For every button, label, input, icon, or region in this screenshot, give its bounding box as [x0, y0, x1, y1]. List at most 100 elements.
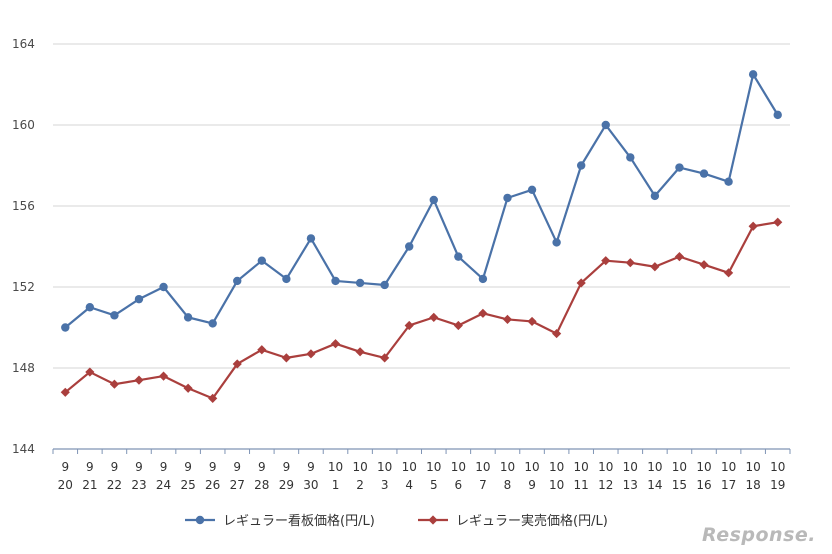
x-tick-label-day: 21: [82, 478, 97, 492]
x-tick-label-month: 9: [184, 460, 192, 474]
y-axis: 144 148 152 156 160 164: [12, 37, 35, 456]
x-tick-label-day: 6: [455, 478, 463, 492]
x-tick-label-month: 9: [283, 460, 291, 474]
x-tick-label-day: 18: [746, 478, 761, 492]
x-tick-label-day: 11: [574, 478, 589, 492]
data-point: [183, 383, 193, 393]
data-point: [650, 262, 660, 272]
legend-marker: [428, 515, 438, 525]
data-point: [723, 268, 734, 278]
data-point: [674, 252, 685, 262]
data-point: [85, 367, 95, 377]
data-point: [109, 379, 120, 389]
x-tick-label-day: 17: [721, 478, 736, 492]
x-tick-label-day: 13: [623, 478, 638, 492]
x-tick-label-month: 9: [258, 460, 266, 474]
data-point: [576, 278, 586, 288]
legend: レギュラー看板価格(円/L) レギュラー実売価格(円/L): [185, 513, 608, 529]
grid-lines: [53, 43, 790, 369]
x-tick-label-month: 10: [672, 460, 687, 474]
data-point: [331, 276, 340, 286]
data-point: [478, 308, 488, 318]
data-point: [454, 252, 463, 261]
y-tick-label: 164: [12, 37, 35, 51]
y-tick-label: 152: [12, 280, 35, 294]
data-point: [405, 242, 414, 251]
data-point: [257, 256, 267, 265]
x-tick-label-month: 9: [111, 460, 119, 474]
data-point: [159, 282, 168, 292]
x-tick-label-month: 10: [770, 460, 785, 474]
data-point: [306, 234, 316, 243]
data-point: [355, 278, 365, 288]
series-line: [64, 221, 778, 400]
x-tick-label-day: 27: [230, 478, 245, 492]
data-point: [601, 256, 611, 266]
data-point: [699, 169, 709, 178]
data-point: [355, 347, 365, 357]
data-point: [503, 193, 512, 203]
x-tick-label-day: 4: [405, 478, 413, 492]
x-tick-label-month: 10: [352, 460, 367, 474]
data-point: [748, 221, 758, 231]
y-tick-label: 160: [12, 118, 35, 132]
data-point: [626, 153, 635, 162]
data-point: [625, 258, 635, 268]
data-point: [478, 274, 488, 284]
data-point: [748, 70, 758, 79]
data-point: [429, 195, 438, 205]
x-tick-label-day: 28: [254, 478, 269, 492]
data-point: [650, 191, 660, 201]
x-tick-label-day: 1: [332, 478, 340, 492]
y-tick-label: 144: [12, 442, 35, 456]
x-tick-label-day: 22: [107, 478, 122, 492]
x-tick-label-day: 14: [647, 478, 662, 492]
data-point: [380, 280, 389, 290]
x-tick-label-month: 10: [647, 460, 662, 474]
legend-label: レギュラー実売価格(円/L): [456, 513, 608, 529]
data-point: [282, 274, 291, 284]
x-tick-label-month: 9: [209, 460, 217, 474]
data-point: [502, 314, 513, 324]
data-point: [208, 393, 218, 403]
data-point: [601, 120, 610, 130]
x-tick-label-month: 10: [328, 460, 343, 474]
data-point: [527, 316, 537, 327]
series-1: [61, 70, 782, 332]
data-point: [85, 303, 95, 312]
data-point: [233, 276, 242, 286]
x-tick-label-month: 10: [451, 460, 466, 474]
data-point: [134, 375, 144, 385]
x-tick-label-month: 9: [160, 460, 168, 474]
data-point: [453, 320, 463, 331]
x-tick-label-day: 3: [381, 478, 389, 492]
data-point: [527, 185, 537, 194]
x-tick-label-day: 16: [696, 478, 711, 492]
x-tick-label-month: 10: [475, 460, 490, 474]
watermark-logo: Response.: [702, 524, 816, 546]
data-point: [208, 319, 217, 328]
data-point: [552, 238, 561, 247]
data-point: [773, 217, 783, 227]
y-tick-label: 148: [12, 361, 35, 375]
x-tick-label-day: 9: [528, 478, 536, 492]
x-tick-label-month: 9: [233, 460, 241, 474]
legend-label: レギュラー看板価格(円/L): [223, 513, 375, 529]
x-tick-label-day: 25: [180, 478, 195, 492]
x-tick-label-month: 10: [377, 460, 392, 474]
x-tick-label-month: 10: [598, 460, 613, 474]
x-tick-label-month: 10: [402, 460, 417, 474]
x-tick-label-month: 10: [549, 460, 564, 474]
x-tick-label-day: 30: [303, 478, 318, 492]
x-tick-label-month: 10: [574, 460, 589, 474]
x-tick-label-day: 24: [156, 478, 171, 492]
x-tick-label-month: 9: [135, 460, 143, 474]
legend-marker: [195, 515, 205, 525]
x-axis: 9209219229239249259269279289299301011021…: [52, 448, 791, 492]
data-point: [380, 353, 390, 363]
data-point: [675, 163, 684, 172]
data-point: [404, 320, 414, 331]
x-tick-label-day: 20: [58, 478, 73, 492]
data-point: [232, 359, 242, 369]
